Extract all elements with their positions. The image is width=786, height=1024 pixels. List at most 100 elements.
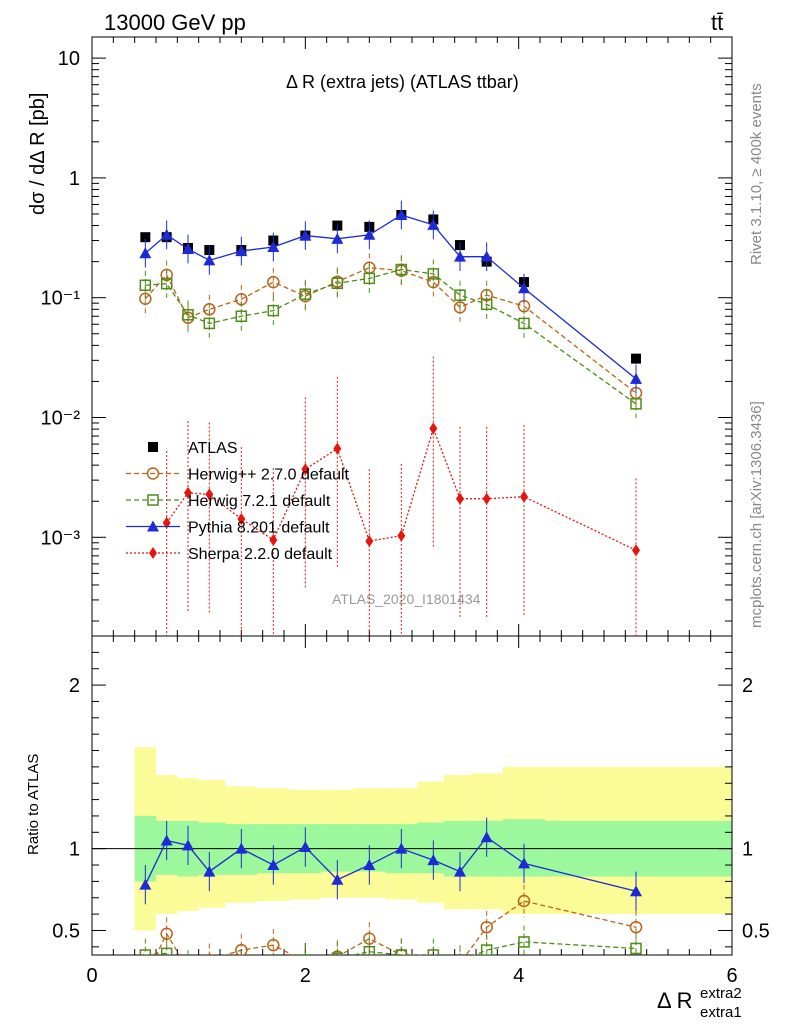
ratio-point [518, 857, 530, 869]
data-point [160, 228, 173, 240]
ratio-point [183, 961, 193, 971]
y-axis-label: dσ / dΔ R [pb] [27, 93, 49, 215]
ratio-y-label: Ratio to ATLAS [25, 754, 42, 855]
ratio-point [140, 972, 151, 983]
ratio-series-pythia [139, 817, 642, 911]
legend-entry: Herwig++ 2.7.0 default [126, 467, 350, 484]
data-point [331, 232, 344, 244]
series-line [144, 267, 637, 394]
ratio-point [204, 968, 214, 978]
ratio-point [395, 842, 408, 854]
y-tick-label: 10⁻¹ [41, 288, 81, 310]
ratio-point [235, 943, 248, 955]
data-point [397, 529, 406, 542]
y-tick-label: 1 [69, 168, 80, 190]
ratio-point [299, 954, 312, 955]
legend: ATLAS Herwig++ 2.7.0 default Herwig 7.2.1 … [126, 440, 350, 563]
data-point [631, 353, 641, 364]
ratio-point [518, 936, 530, 948]
ratio-point [331, 952, 344, 955]
y-tick-label: 10 [58, 48, 80, 70]
x-axis-label: Δ R extra2 extra1 [657, 985, 742, 1021]
data-point [363, 228, 376, 240]
series-line [144, 214, 637, 380]
y-tick-label: 10⁻³ [41, 527, 81, 549]
data-point [299, 288, 312, 300]
series-line [145, 268, 637, 405]
ratio-point [363, 859, 376, 871]
legend-label: ATLAS [188, 440, 238, 457]
data-point [630, 398, 642, 410]
ratio-point [183, 964, 194, 975]
legend-marker [148, 442, 158, 452]
data-point [518, 317, 530, 330]
mcplots-label: mcplots.cern.ch [arXiv:1306.3436] [748, 401, 765, 628]
data-point [429, 422, 438, 435]
data-point [140, 232, 151, 243]
data-point [630, 372, 642, 384]
data-point [139, 279, 152, 292]
ratio-point [630, 942, 642, 955]
data-point [269, 533, 278, 546]
y-axis-label-text: dσ / dΔ R [pb] [27, 93, 49, 215]
ratio-point [480, 920, 493, 934]
data-point [395, 209, 408, 221]
data-point [267, 304, 280, 317]
data-point [237, 513, 246, 526]
ratio-point [454, 865, 466, 877]
series-sherpa-2-2-0-default [162, 356, 640, 636]
legend-label: Pythia 8.201 default [188, 520, 330, 537]
ratio-point [236, 961, 246, 971]
ratio-point [139, 878, 152, 890]
axes: 0 2 4 6 10 1 10⁻¹ 10⁻² 10⁻³ 0.5 0.5 1 1 2 2 [41, 36, 770, 987]
legend-marker [147, 520, 159, 532]
x-tick-label: 4 [513, 965, 524, 987]
series-herwig-2-7-0-default [139, 253, 643, 408]
series-herwig-7-2-1-default [139, 255, 642, 419]
ratio-point [160, 834, 173, 846]
ratio-point [480, 831, 493, 843]
data-point [482, 492, 491, 505]
data-point [395, 263, 408, 276]
x-axis-label-main: Δ R [657, 988, 692, 1013]
data-point [267, 275, 280, 289]
ratio-line [155, 900, 637, 955]
ratio-series-herwig7 [139, 925, 642, 978]
legend-entry: Pythia 8.201 default [126, 520, 330, 537]
y-tick-label: 10⁻² [41, 407, 81, 429]
ratio-point [480, 944, 493, 955]
ratio-band-inner [417, 822, 444, 874]
data-point [205, 488, 214, 501]
data-point [363, 272, 376, 285]
ratio-tick-label-right: 1 [742, 839, 753, 861]
ratio-point [205, 953, 214, 955]
data-point [160, 277, 173, 290]
data-point [299, 229, 312, 241]
ratio-point [267, 938, 280, 952]
data-point [139, 247, 152, 259]
header-process: tt̄ [711, 10, 723, 35]
series-line [166, 426, 637, 551]
ratio-line [145, 941, 637, 955]
series-pythia-8-201-default [139, 200, 642, 394]
data-point [267, 240, 280, 252]
data-point [365, 535, 374, 548]
ratio-point [235, 842, 248, 854]
watermark: ATLAS_2020_I1801434 [332, 591, 481, 607]
ratio-point [160, 947, 173, 955]
series-atlas [140, 210, 641, 364]
x-tick-label: 6 [726, 965, 737, 987]
data-point [139, 292, 152, 305]
data-point [427, 268, 440, 280]
legend-marker [146, 467, 160, 480]
data-point [331, 277, 344, 290]
ratio-point [427, 949, 440, 955]
legend-marker [149, 547, 157, 559]
ratio-point [395, 949, 408, 955]
ratio-point [427, 854, 440, 866]
legend-entry: Sherpa 2.2.0 default [126, 546, 333, 563]
ratio-point [455, 958, 466, 969]
data-point [203, 254, 216, 266]
header-energy: 13000 GeV pp [104, 10, 246, 35]
